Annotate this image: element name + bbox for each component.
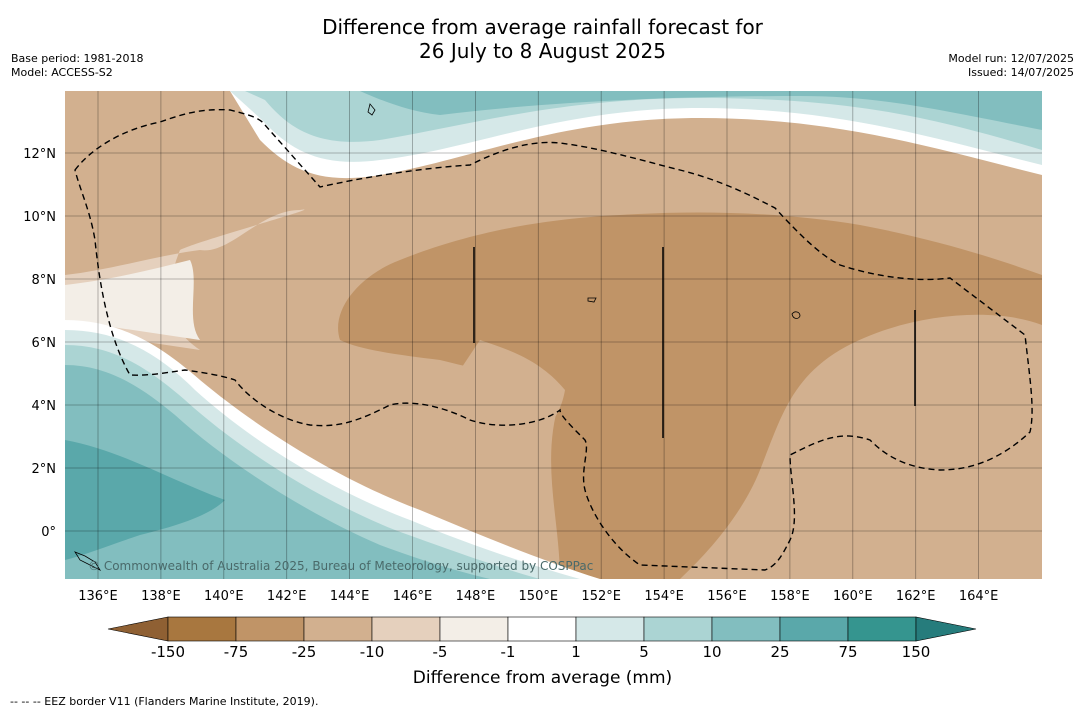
copyright-text: © Commonwealth of Australia 2025, Bureau… (88, 559, 593, 573)
colorbar-tick-label: -10 (359, 643, 385, 661)
left-metadata: Base period: 1981-2018 Model: ACCESS-S2 (11, 52, 143, 80)
colorbar-tick-label: 1 (571, 643, 581, 661)
latitude-labels: 12°N 10°N 8°N 6°N 4°N 2°N 0° (23, 147, 56, 540)
map-field (65, 91, 1042, 579)
base-period-text: Base period: 1981-2018 (11, 52, 144, 65)
longitude-tick-label: 144°E (330, 589, 370, 604)
longitude-tick-label: 152°E (581, 589, 621, 604)
colorbar-tick-label: 25 (770, 643, 790, 661)
colorbar-tick-label: -25 (291, 643, 317, 661)
colorbar-tick-label: -1 (500, 643, 516, 661)
eez-footnote: -- -- -- EEZ border V11 (Flanders Marine… (10, 695, 319, 708)
colorbar-segment (779, 616, 849, 642)
longitude-tick-label: 136°E (78, 589, 118, 604)
colorbar-tick-label: 10 (702, 643, 722, 661)
island-outline (791, 311, 801, 319)
longitude-tick-label: 146°E (393, 589, 433, 604)
colorbar-tick-label: -150 (150, 643, 186, 661)
field-brown75-core (338, 212, 1042, 579)
colorbar-tick-label: 75 (838, 643, 858, 661)
longitude-tick-label: 140°E (204, 589, 244, 604)
map-title-line2: 26 July to 8 August 2025 (419, 39, 666, 63)
latitude-tick-label: 6°N (32, 336, 57, 351)
field-tan-east (810, 334, 1042, 442)
latitude-tick-label: 0° (41, 525, 56, 540)
colorbar-segment (167, 616, 237, 642)
colorbar-segment (303, 616, 373, 642)
field-tan-notch (460, 340, 565, 440)
longitude-tick-label: 162°E (896, 589, 936, 604)
colorbar-over-arrow (915, 616, 977, 642)
right-metadata: Model run: 12/07/2025 Issued: 14/07/2025 (948, 52, 1074, 80)
latitude-tick-label: 10°N (23, 210, 56, 225)
colorbar-tick-label: 5 (639, 643, 649, 661)
longitude-tick-label: 160°E (833, 589, 873, 604)
eez-border (74, 108, 1033, 571)
longitude-tick-label: 156°E (707, 589, 747, 604)
latitude-tick-label: 12°N (23, 147, 56, 162)
colorbar-segment (439, 616, 509, 642)
colorbar-segment (371, 616, 441, 642)
model-run-text: Model run: 12/07/2025 (948, 52, 1074, 65)
field-teal25-south (65, 440, 225, 560)
colorbar-segment (711, 616, 781, 642)
island-outline (367, 103, 376, 116)
colorbar-segment (235, 616, 305, 642)
colorbar-tick-label: -5 (432, 643, 448, 661)
colorbar-segment (847, 616, 917, 642)
longitude-labels: 136°E 138°E 140°E 142°E 144°E 146°E 148°E 150°E… (78, 589, 998, 604)
issued-text: Issued: 14/07/2025 (967, 66, 1074, 79)
colorbar-under-arrow (107, 616, 169, 642)
longitude-tick-label: 164°E (959, 589, 999, 604)
longitude-tick-label: 138°E (141, 589, 181, 604)
latitude-tick-label: 4°N (32, 399, 57, 414)
latitude-tick-label: 8°N (32, 273, 57, 288)
graticule (65, 91, 1042, 579)
map-title-line1: Difference from average rainfall forecas… (322, 15, 763, 39)
colorbar-tick-label: -75 (223, 643, 249, 661)
colorbar-tick-label: 150 (901, 643, 931, 661)
colorbar (107, 616, 977, 642)
field-teal10-north (360, 91, 1042, 130)
colorbar-segment (507, 616, 577, 642)
longitude-tick-label: 150°E (519, 589, 559, 604)
island-outline (587, 297, 597, 303)
colorbar-segment (575, 616, 645, 642)
longitude-tick-label: 142°E (267, 589, 307, 604)
field-offwhite-west (65, 260, 200, 340)
longitude-tick-label: 148°E (456, 589, 496, 604)
longitude-tick-label: 158°E (770, 589, 810, 604)
latitude-tick-label: 2°N (32, 462, 57, 477)
colorbar-title: Difference from average (mm) (412, 668, 673, 688)
island-outline (74, 551, 102, 571)
longitude-tick-label: 154°E (644, 589, 684, 604)
colorbar-segment (643, 616, 713, 642)
model-text: Model: ACCESS-S2 (11, 66, 113, 79)
